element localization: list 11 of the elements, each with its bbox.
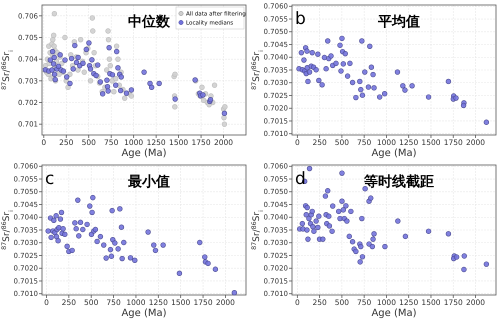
x-axis-title: Age (Ma) xyxy=(371,148,417,159)
annotation: b xyxy=(295,9,306,29)
annotation: d xyxy=(295,169,306,189)
x-axis-title: Age (Ma) xyxy=(121,148,167,159)
text: 等时线截距 xyxy=(363,174,434,190)
x-axis-title: Age (Ma) xyxy=(121,308,167,319)
annotation: c xyxy=(45,169,54,189)
text: 最小值 xyxy=(127,174,170,190)
x-axis-title: Age (Ma) xyxy=(371,308,417,319)
text: 中位数 xyxy=(128,14,171,30)
text: 平均值 xyxy=(377,14,420,30)
